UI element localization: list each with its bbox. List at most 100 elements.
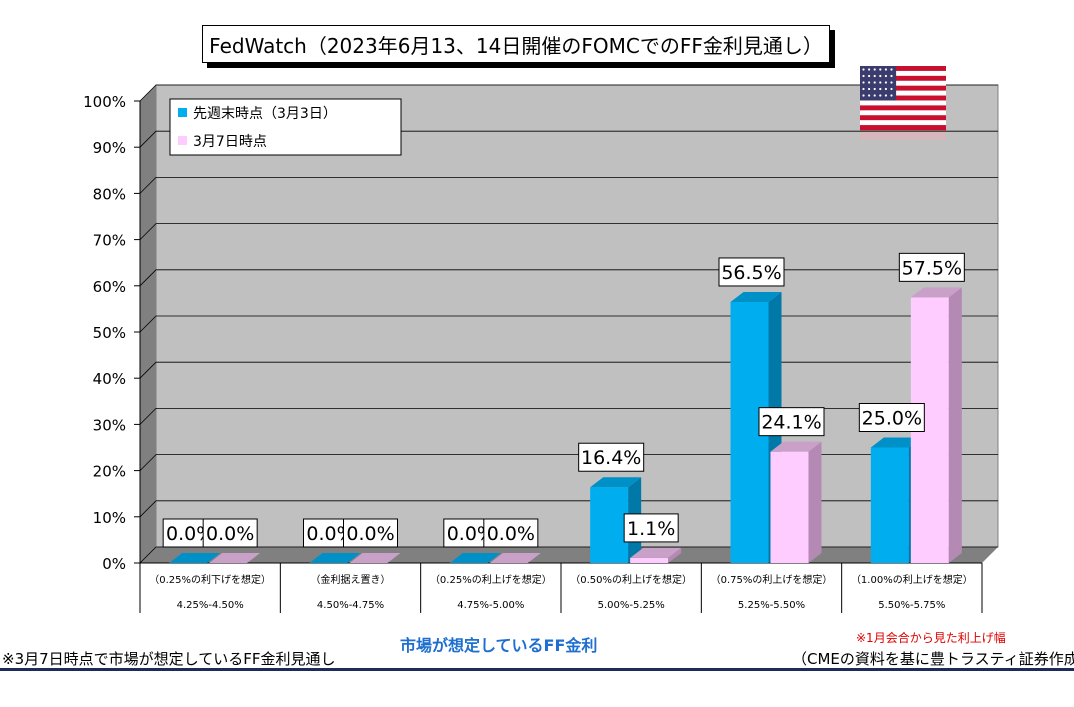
flag-star: [879, 81, 882, 84]
y-tick-label: 100%: [83, 93, 126, 111]
flag-star: [873, 68, 876, 71]
bar-side: [808, 441, 822, 563]
bar-top: [489, 553, 541, 563]
category-scenario-label: （1.00%の利上げを想定）: [851, 573, 973, 586]
category-scenario-label: （0.25%の利上げを想定）: [430, 573, 552, 586]
flag-star: [862, 68, 865, 71]
data-label: 0.0%: [306, 523, 354, 545]
flag-star: [890, 87, 893, 91]
flag-star: [884, 87, 888, 91]
y-tick-label: 30%: [93, 416, 126, 434]
flag-star: [890, 74, 893, 78]
gridline: [139, 361, 998, 379]
data-label: 1.1%: [627, 518, 675, 540]
flag-stripe: [860, 70, 946, 77]
gridline: [139, 454, 998, 471]
legend-label: 3月7日時点: [193, 134, 267, 150]
flag-stripe: [860, 85, 946, 91]
flag-star: [868, 94, 871, 97]
data-label-box: [718, 257, 785, 287]
flag-star: [890, 68, 893, 71]
axes: 0% 10% 20% 30% 40% 50% 60% 70% 80% 90% 100% （0.25%の…: [83, 93, 983, 613]
bar-front: [630, 557, 669, 563]
legend: 先週末時点（3月3日） 3月7日時点: [169, 98, 402, 156]
flag-star: [873, 74, 876, 78]
flag-star: [890, 81, 893, 84]
y-tick-label: 90%: [93, 139, 126, 157]
bar-top: [590, 477, 642, 488]
bar-front: [770, 451, 809, 563]
data-label: 56.5%: [721, 262, 781, 284]
flag-stripe: [860, 110, 946, 116]
flag-star: [868, 81, 871, 84]
flag-stripe: [860, 120, 946, 126]
flag-stripe: [860, 80, 946, 86]
y-tick-label: 10%: [93, 509, 126, 527]
gridline: [139, 84, 998, 102]
data-labels: 0.0% 0.0% 0.0%16.4%56.5%25.0%0.0% 0.0% 0.0% 1…: [162, 252, 965, 548]
category-range-label: 4.50%-4.75%: [317, 600, 384, 611]
flag-star: [873, 81, 876, 84]
plot-area: [139, 84, 999, 564]
gridline: [139, 176, 998, 194]
bar-top: [449, 553, 501, 563]
legend-box: [169, 98, 402, 156]
y-tick-label: 70%: [93, 232, 126, 250]
footer-source: （CMEの資料を基に豊トラスティ証券作成）: [792, 650, 1074, 668]
legend-swatch: [178, 108, 187, 117]
category-scenario-label: （金利据え置き）: [311, 573, 391, 586]
gridline: [139, 315, 998, 333]
flag-star: [862, 74, 865, 78]
flag-star: [884, 94, 888, 97]
category-range-label: 5.25%-5.50%: [738, 600, 805, 611]
category-scenario-label: （0.50%の利上げを想定）: [570, 573, 692, 586]
bar-top: [169, 553, 221, 563]
flag-star: [868, 74, 871, 78]
gridline: [139, 130, 998, 148]
bar-front: [590, 487, 629, 563]
y-tick-label: 60%: [93, 278, 126, 296]
category-scenario-label: （0.75%の利上げを想定）: [711, 573, 833, 586]
flag-star: [879, 94, 882, 97]
data-label-box: [578, 442, 645, 472]
bar-top: [309, 553, 361, 563]
flag-stripe: [860, 125, 946, 131]
bar-top: [730, 291, 782, 302]
data-label: 57.5%: [902, 257, 962, 279]
data-label-box: [858, 403, 925, 432]
flag-star: [879, 87, 882, 91]
footer-red-note: ※1月会合から見た利上げ幅: [856, 631, 1006, 645]
data-label-box: [623, 513, 679, 543]
flag-star: [862, 87, 865, 91]
x-axis-title: 市場が想定しているFF金利: [400, 636, 598, 655]
flag-star: [868, 87, 871, 91]
data-label: 0.0%: [487, 523, 535, 545]
flag-star: [879, 74, 882, 78]
floor: [140, 547, 998, 563]
flag-star: [884, 81, 888, 84]
flag-reflection: [860, 132, 946, 140]
data-label: 16.4%: [581, 447, 641, 469]
flag-stripe: [860, 115, 946, 121]
bar-side: [668, 547, 682, 563]
data-label-box: [898, 252, 965, 282]
flag-stripe: [860, 75, 946, 82]
bar-top: [349, 553, 401, 563]
chart-title: FedWatch（2023年6月13、14日開催のFOMCでのFF金利見通し）: [202, 25, 830, 63]
flag-star: [890, 94, 893, 97]
y-tick-label: 50%: [93, 324, 126, 342]
flag-star: [862, 81, 865, 84]
category-range-label: 4.25%-4.50%: [177, 600, 244, 611]
flag-stripe: [860, 66, 946, 72]
data-label-box: [483, 518, 539, 548]
data-label: 0.0%: [447, 523, 495, 545]
flag-star: [884, 74, 888, 78]
flag-star: [879, 68, 882, 71]
y-tick-label: 0%: [102, 555, 126, 573]
gridline: [139, 500, 998, 518]
data-label: 25.0%: [862, 408, 922, 430]
footer-left-note: ※3月7日時点で市場が想定しているFF金利見通し: [2, 650, 336, 668]
gridline: [139, 407, 998, 425]
data-label-box: [202, 518, 258, 548]
bar-top: [770, 441, 822, 452]
